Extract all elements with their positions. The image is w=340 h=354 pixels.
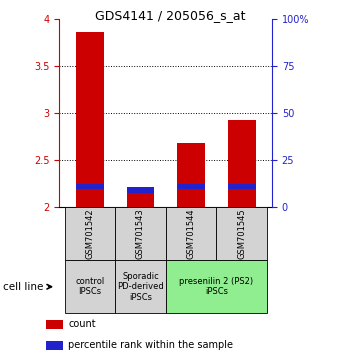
FancyBboxPatch shape — [166, 260, 267, 313]
Text: cell line: cell line — [3, 282, 44, 292]
FancyBboxPatch shape — [115, 207, 166, 260]
Text: GSM701542: GSM701542 — [85, 208, 95, 259]
FancyBboxPatch shape — [166, 207, 216, 260]
Bar — [126, 193, 154, 207]
Text: GSM701543: GSM701543 — [136, 208, 145, 259]
Bar — [126, 187, 154, 193]
Text: GSM701545: GSM701545 — [237, 208, 246, 259]
Text: presenilin 2 (PS2)
iPSCs: presenilin 2 (PS2) iPSCs — [179, 277, 253, 296]
Text: count: count — [68, 319, 96, 329]
Text: percentile rank within the sample: percentile rank within the sample — [68, 341, 233, 350]
Text: control
IPSCs: control IPSCs — [75, 277, 104, 296]
Bar — [228, 184, 256, 189]
FancyBboxPatch shape — [115, 260, 166, 313]
Text: GDS4141 / 205056_s_at: GDS4141 / 205056_s_at — [95, 9, 245, 22]
Bar — [76, 32, 104, 207]
FancyBboxPatch shape — [65, 207, 115, 260]
Bar — [46, 320, 64, 329]
Bar — [46, 341, 64, 350]
Bar — [76, 184, 104, 189]
FancyBboxPatch shape — [216, 207, 267, 260]
Bar — [177, 184, 205, 189]
Bar — [177, 143, 205, 207]
Text: Sporadic
PD-derived
iPSCs: Sporadic PD-derived iPSCs — [117, 272, 164, 302]
Bar — [228, 120, 256, 207]
Text: GSM701544: GSM701544 — [187, 208, 196, 259]
FancyBboxPatch shape — [65, 260, 115, 313]
